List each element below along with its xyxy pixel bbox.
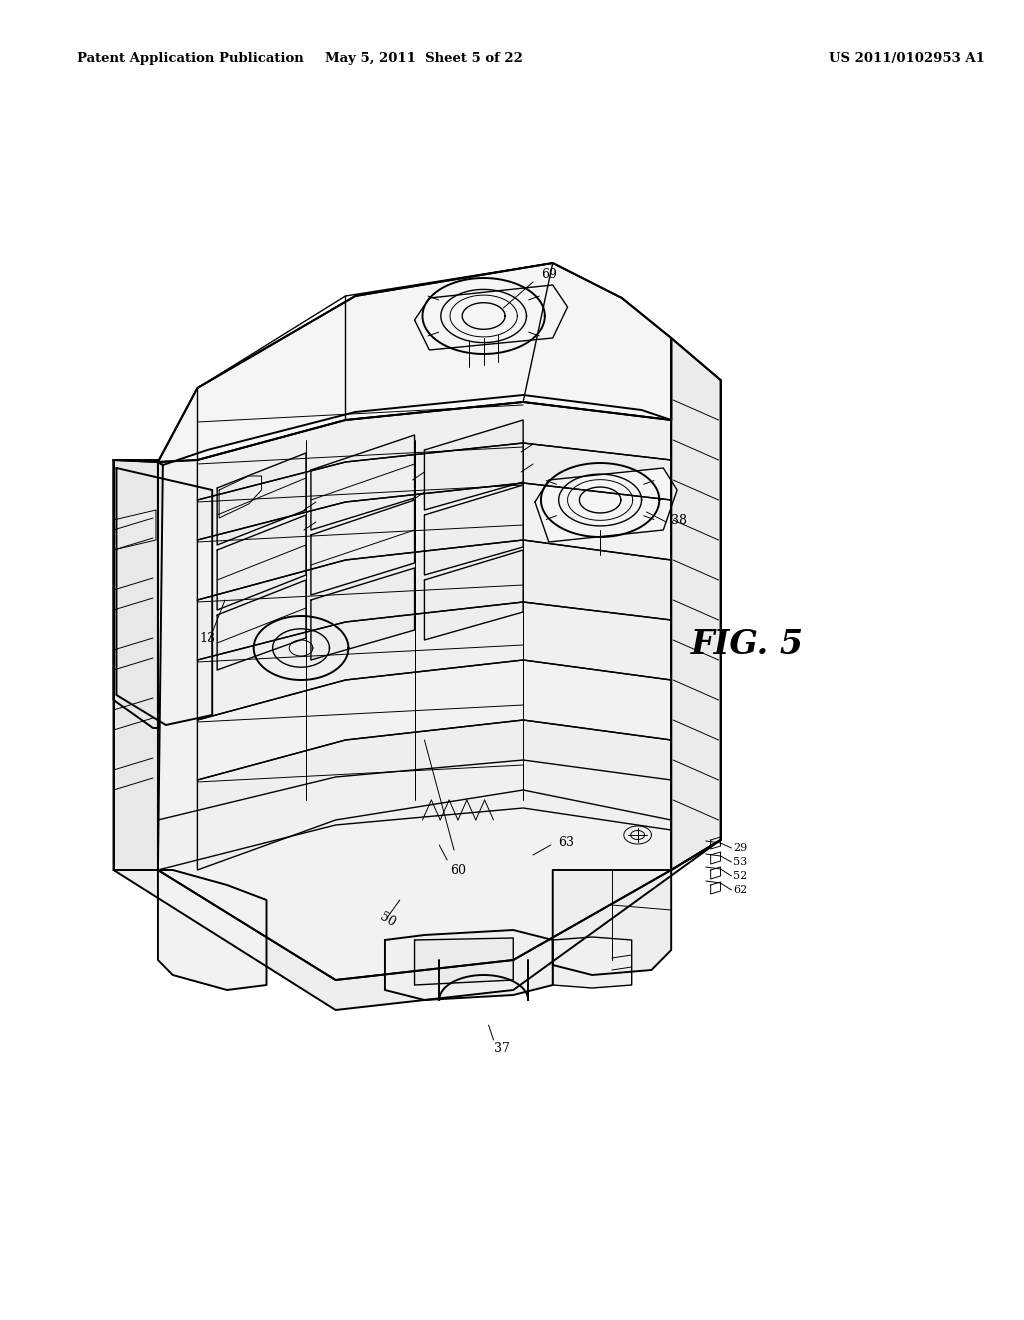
Polygon shape (311, 568, 415, 660)
Polygon shape (158, 403, 671, 979)
Polygon shape (198, 719, 671, 870)
Polygon shape (535, 469, 677, 543)
Text: 62: 62 (733, 884, 748, 895)
Polygon shape (553, 937, 632, 987)
Polygon shape (198, 444, 671, 540)
Polygon shape (198, 483, 671, 601)
Polygon shape (114, 510, 156, 550)
Polygon shape (424, 484, 523, 576)
Text: 52: 52 (733, 871, 748, 880)
Text: May 5, 2011  Sheet 5 of 22: May 5, 2011 Sheet 5 of 22 (326, 51, 523, 65)
Text: 38: 38 (671, 513, 687, 527)
Text: US 2011/0102953 A1: US 2011/0102953 A1 (829, 51, 985, 65)
Polygon shape (217, 579, 306, 671)
Polygon shape (424, 550, 523, 640)
Polygon shape (671, 338, 721, 870)
Text: 60: 60 (451, 863, 466, 876)
Text: 13: 13 (200, 631, 215, 644)
Text: 29: 29 (733, 843, 748, 853)
Polygon shape (158, 263, 671, 465)
Polygon shape (198, 540, 671, 660)
Polygon shape (415, 285, 567, 350)
Polygon shape (158, 760, 671, 870)
Polygon shape (114, 459, 163, 870)
Polygon shape (553, 870, 671, 975)
Polygon shape (198, 602, 671, 719)
Polygon shape (158, 870, 266, 990)
Text: 37: 37 (494, 1041, 509, 1055)
Polygon shape (114, 459, 158, 729)
Text: 53: 53 (733, 857, 748, 867)
Polygon shape (311, 436, 415, 531)
Polygon shape (217, 515, 306, 610)
Text: 63: 63 (558, 836, 573, 849)
Polygon shape (158, 263, 671, 462)
Polygon shape (198, 403, 671, 500)
Text: 69: 69 (541, 268, 557, 281)
Polygon shape (385, 931, 553, 1001)
Polygon shape (117, 469, 212, 725)
Polygon shape (415, 939, 513, 985)
Polygon shape (198, 660, 671, 780)
Polygon shape (424, 420, 523, 510)
Polygon shape (217, 453, 306, 545)
Text: Patent Application Publication: Patent Application Publication (77, 51, 304, 65)
Text: FIG. 5: FIG. 5 (691, 628, 804, 661)
Text: 50: 50 (377, 911, 397, 929)
Polygon shape (311, 500, 415, 595)
Polygon shape (114, 840, 721, 1010)
